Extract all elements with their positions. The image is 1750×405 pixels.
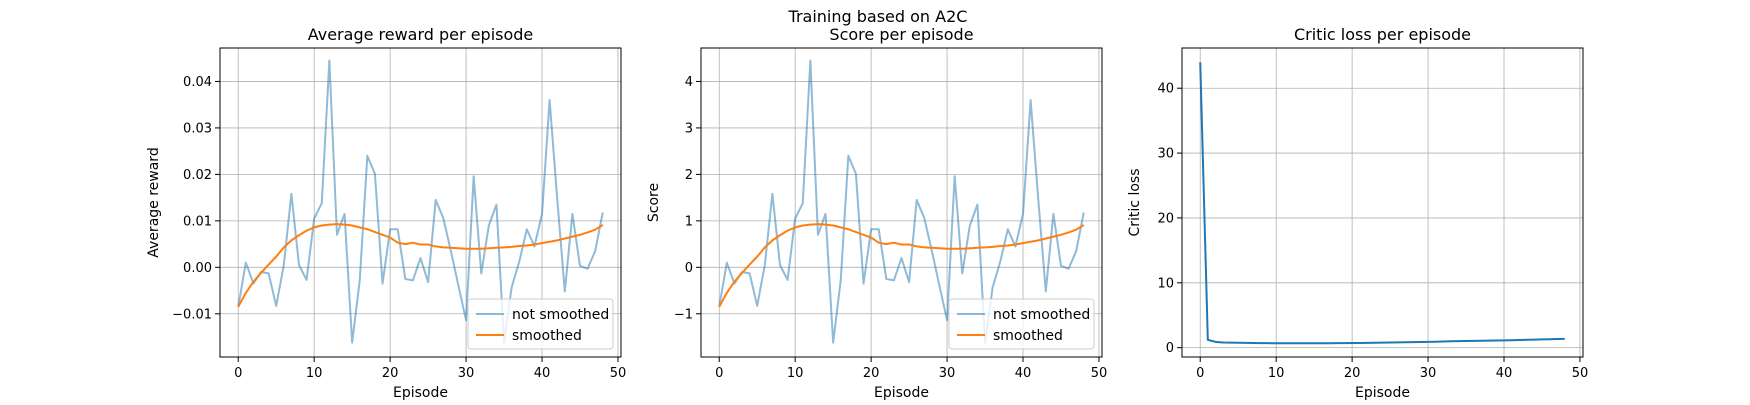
y-tick-label: 0.04	[183, 75, 212, 90]
y-tick-label: 0.03	[183, 121, 212, 136]
x-tick-label: 0	[1196, 366, 1204, 381]
series-group	[1199, 62, 1565, 345]
x-tick-label: 10	[306, 366, 323, 381]
legend-box	[948, 298, 1095, 350]
x-tick-label: 20	[863, 366, 880, 381]
series-line-not-smoothed	[718, 59, 1085, 344]
subplot-2: 0 10 20 30 40 50 −1 0 1 2 3 4 Score per episode Episo…	[646, 25, 1108, 401]
x-tick-label: 30	[458, 366, 475, 381]
series-line-smoothed	[718, 223, 1085, 308]
y-tick-label: −0.01	[172, 307, 212, 322]
x-tick-label: 10	[787, 366, 804, 381]
axes-frame	[700, 47, 1103, 358]
axes-frame	[1181, 47, 1584, 358]
y-axis-label: Critic loss	[1127, 169, 1143, 237]
legend-label: not smoothed	[993, 307, 1090, 323]
y-axis-label: Score	[646, 183, 662, 222]
legend-box	[467, 298, 614, 350]
series-line-smoothed	[237, 223, 604, 308]
y-tick-label: 2	[685, 168, 693, 183]
series-group	[718, 59, 1085, 344]
legend: not smoothed smoothed	[948, 298, 1095, 350]
x-tick-label: 30	[939, 366, 956, 381]
x-tick-label: 0	[715, 366, 723, 381]
subplot-1: 0 10 20 30 40 50 −0.01 0.00 0.01 0.02 0.03 0.04 Aver…	[146, 25, 627, 401]
x-axis-label: Episode	[393, 385, 448, 400]
y-tick-label: 0	[685, 261, 693, 276]
x-axis-label: Episode	[1355, 385, 1410, 400]
x-tick-label: 40	[1015, 366, 1032, 381]
y-tick-label: 0.00	[183, 261, 212, 276]
subplot-3: 0 10 20 30 40 50 0 10 20 30 40 Critic loss per epis…	[1127, 25, 1589, 401]
figure-suptitle: Training based on A2C	[788, 7, 968, 26]
series-line-1	[1199, 62, 1565, 345]
y-axis-label: Average reward	[146, 147, 162, 257]
chart-title: Average reward per episode	[308, 25, 534, 44]
x-tick-label: 40	[534, 366, 551, 381]
y-tick-label: 20	[1157, 211, 1174, 226]
x-tick-label: 40	[1496, 366, 1513, 381]
y-tick-label: 3	[685, 121, 693, 136]
chart-title: Critic loss per episode	[1294, 25, 1471, 44]
x-tick-label: 30	[1420, 366, 1437, 381]
x-tick-label: 10	[1268, 366, 1285, 381]
chart-title: Score per episode	[829, 25, 973, 44]
y-tick-label: 1	[685, 214, 693, 229]
y-tick-label: 10	[1157, 276, 1174, 291]
x-tick-label: 20	[1344, 366, 1361, 381]
legend-label: smoothed	[512, 328, 582, 344]
y-tick-label: 0	[1166, 341, 1174, 356]
x-tick-label: 0	[234, 366, 242, 381]
legend: not smoothed smoothed	[467, 298, 614, 350]
x-tick-label: 50	[610, 366, 627, 381]
y-tick-label: 30	[1157, 147, 1174, 162]
x-tick-label: 50	[1091, 366, 1108, 381]
y-tick-label: 4	[685, 75, 693, 90]
subplots: 0 10 20 30 40 50−0.010.000.010.020.030.04Aver…	[146, 25, 1589, 401]
legend-label: not smoothed	[512, 307, 609, 323]
y-tick-label: 0.02	[183, 168, 212, 183]
series-line-not-smoothed	[237, 59, 604, 344]
series-group	[237, 59, 604, 344]
y-tick-label: −1	[674, 307, 693, 322]
y-tick-label: 40	[1157, 82, 1174, 97]
x-axis-label: Episode	[874, 385, 929, 400]
x-tick-label: 50	[1572, 366, 1589, 381]
y-tick-label: 0.01	[183, 214, 212, 229]
legend-label: smoothed	[993, 328, 1063, 344]
x-tick-label: 20	[382, 366, 399, 381]
axes-frame	[219, 47, 622, 358]
